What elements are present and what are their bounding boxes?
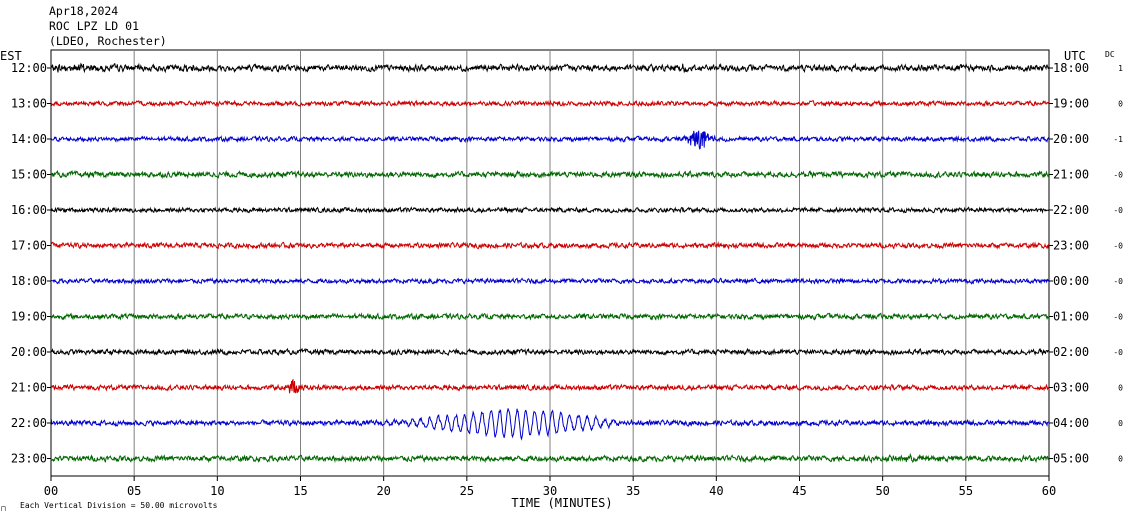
header-station: ROC LPZ LD 01	[49, 19, 140, 33]
est-label: EST	[0, 49, 22, 63]
est-time-label: 20:00	[11, 345, 47, 359]
x-tick-label: 50	[875, 484, 889, 498]
est-time-label: 19:00	[11, 310, 47, 324]
x-tick-label: 20	[376, 484, 390, 498]
seismic-trace	[50, 62, 1050, 74]
x-tick-label: 55	[959, 484, 973, 498]
utc-time-label: 01:00	[1053, 310, 1089, 324]
dc-value: -1	[1113, 135, 1123, 144]
header-network: (LDEO, Rochester)	[49, 34, 167, 48]
x-tick-label: 60	[1042, 484, 1056, 498]
utc-time-label: 20:00	[1053, 132, 1089, 146]
est-time-label: 15:00	[11, 168, 47, 182]
scale-note: Each Vertical Division = 50.00 microvolt…	[20, 501, 218, 510]
utc-time-label: 18:00	[1053, 61, 1089, 75]
dc-value: 0	[1118, 384, 1123, 393]
utc-time-label: 05:00	[1053, 452, 1089, 466]
x-axis-title: TIME (MINUTES)	[511, 496, 612, 510]
est-time-label: 12:00	[11, 61, 47, 75]
dc-value: -0	[1113, 171, 1123, 180]
est-time-label: 18:00	[11, 274, 47, 288]
dc-value: 0	[1118, 419, 1123, 428]
utc-time-label: 21:00	[1053, 168, 1089, 182]
x-tick-label: 30	[543, 484, 557, 498]
seismic-trace	[50, 130, 1050, 150]
x-tick-label: 05	[127, 484, 141, 498]
utc-label: UTC	[1064, 49, 1086, 63]
seismic-trace	[50, 277, 1050, 285]
est-time-label: 22:00	[11, 416, 47, 430]
utc-time-label: 00:00	[1053, 274, 1089, 288]
seismic-trace	[50, 452, 1050, 464]
dc-value: -0	[1113, 277, 1123, 286]
est-time-label: 21:00	[11, 381, 47, 395]
corner-mark: ⨅	[1, 506, 6, 513]
seismic-trace	[50, 378, 1050, 394]
dc-value: 1	[1118, 64, 1123, 73]
dc-value: 0	[1118, 455, 1123, 464]
dc-value: -0	[1113, 313, 1123, 322]
x-tick-label: 15	[293, 484, 307, 498]
dc-value: 0	[1118, 100, 1123, 109]
seismic-trace	[50, 347, 1050, 357]
x-tick-label: 40	[709, 484, 723, 498]
dc-label: DC	[1105, 50, 1115, 59]
utc-time-label: 04:00	[1053, 416, 1089, 430]
seismic-trace	[50, 241, 1050, 250]
utc-time-label: 22:00	[1053, 203, 1089, 217]
est-time-label: 17:00	[11, 239, 47, 253]
utc-time-label: 23:00	[1053, 239, 1089, 253]
x-tick-label: 00	[44, 484, 58, 498]
seismic-trace	[50, 99, 1050, 108]
est-time-label: 16:00	[11, 203, 47, 217]
x-tick-label: 35	[626, 484, 640, 498]
seismic-trace	[50, 408, 1050, 441]
x-tick-label: 25	[460, 484, 474, 498]
utc-time-label: 02:00	[1053, 345, 1089, 359]
dc-value: -0	[1113, 242, 1123, 251]
header-date: Apr18,2024	[49, 4, 119, 18]
utc-time-label: 03:00	[1053, 381, 1089, 395]
est-time-label: 13:00	[11, 97, 47, 111]
seismic-trace	[50, 312, 1050, 321]
x-tick-label: 10	[210, 484, 224, 498]
utc-time-label: 19:00	[1053, 97, 1089, 111]
seismic-trace	[50, 206, 1050, 214]
dc-value: -0	[1113, 348, 1123, 357]
seismic-trace	[50, 169, 1050, 180]
est-time-label: 14:00	[11, 132, 47, 146]
dc-value: -0	[1113, 206, 1123, 215]
est-time-label: 23:00	[11, 452, 47, 466]
x-tick-label: 45	[792, 484, 806, 498]
